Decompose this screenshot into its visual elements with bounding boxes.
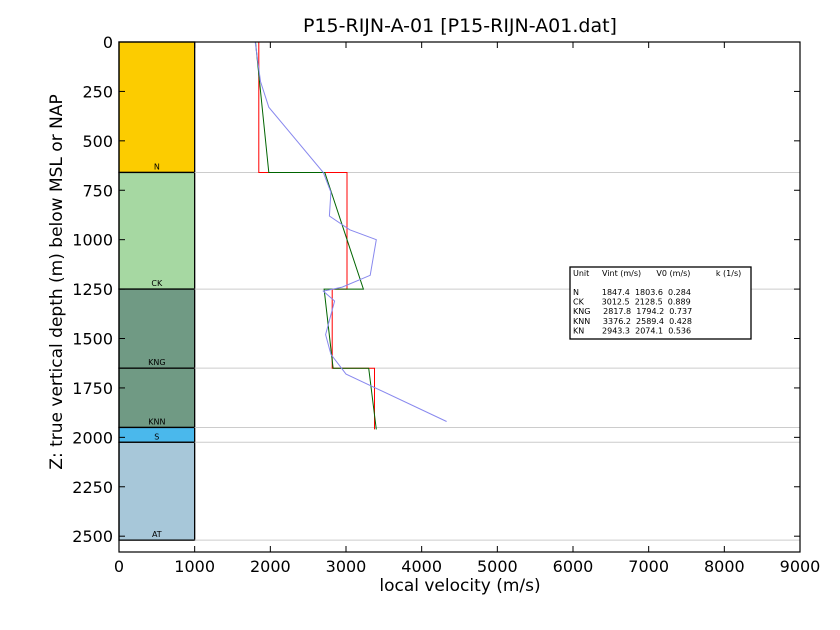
lithology-column: N CK KNG KNN S AT xyxy=(118,41,196,541)
series-line-3 xyxy=(254,41,447,422)
x-axis-label: local velocity (m/s) xyxy=(379,576,540,596)
unit-block-n xyxy=(118,41,196,174)
legend-row: CK 3012.5 2128.5 0.889 xyxy=(573,298,691,307)
y-tick-label: 2250 xyxy=(72,478,113,497)
unit-label-s: S xyxy=(154,432,159,441)
plot-frame xyxy=(118,41,801,553)
y-tick-label: 0 xyxy=(103,33,113,52)
unit-block-at xyxy=(118,441,196,541)
legend-table: Unit Vint (m/s) V0 (m/s) k (1/s) N 1847.4… xyxy=(569,266,752,340)
y-tick-label: 1000 xyxy=(72,231,113,250)
y-axis-ticks: 0 250 500 750 1000 1250 1500 1750 2000 2250 2500 xyxy=(72,33,800,546)
series-line-2 xyxy=(255,41,377,430)
velocity-series xyxy=(254,41,447,430)
y-tick-label: 1500 xyxy=(72,330,113,349)
x-tick-label: 1000 xyxy=(174,557,215,576)
y-tick-label: 750 xyxy=(82,181,113,200)
unit-label-n: N xyxy=(154,162,160,171)
y-axis-label: Z: true vertical depth (m) below MSL or … xyxy=(47,94,67,469)
legend-row: KNG 2817.8 1794.2 0.737 xyxy=(573,307,692,316)
x-tick-label: 0 xyxy=(114,557,124,576)
x-tick-label: 5000 xyxy=(477,557,518,576)
legend-header: Unit Vint (m/s) V0 (m/s) k (1/s) xyxy=(573,269,741,278)
y-tick-label: 250 xyxy=(82,82,113,101)
x-tick-label: 2000 xyxy=(250,557,291,576)
legend-row: KN 2943.3 2074.1 0.536 xyxy=(573,326,691,335)
x-tick-label: 9000 xyxy=(780,557,821,576)
y-tick-label: 2500 xyxy=(72,527,113,546)
legend-row: N 1847.4 1803.6 0.284 xyxy=(573,288,691,297)
x-tick-label: 6000 xyxy=(553,557,594,576)
y-tick-label: 1250 xyxy=(72,280,113,299)
series-line-1 xyxy=(258,42,375,430)
unit-label-kng: KNG xyxy=(148,358,165,367)
unit-block-knn xyxy=(118,367,196,429)
x-tick-label: 4000 xyxy=(401,557,442,576)
y-tick-label: 1750 xyxy=(72,379,113,398)
unit-block-kng xyxy=(118,288,196,369)
unit-block-ck xyxy=(118,171,196,290)
unit-boundary-lines xyxy=(194,171,800,541)
x-axis-ticks: 0 1000 2000 3000 4000 5000 6000 7000 8000 9000 xyxy=(114,42,820,576)
legend-row: KNN 3376.2 2589.4 0.428 xyxy=(573,317,692,326)
x-tick-label: 3000 xyxy=(326,557,367,576)
unit-label-knn: KNN xyxy=(148,417,165,426)
x-tick-label: 8000 xyxy=(704,557,745,576)
chart-title: P15-RIJN-A-01 [P15-RIJN-A01.dat] xyxy=(303,15,617,37)
x-tick-label: 7000 xyxy=(628,557,669,576)
unit-label-ck: CK xyxy=(151,279,163,288)
y-tick-label: 500 xyxy=(82,132,113,151)
unit-label-at: AT xyxy=(152,530,162,539)
y-tick-label: 2000 xyxy=(72,428,113,447)
legend-box xyxy=(569,266,752,340)
